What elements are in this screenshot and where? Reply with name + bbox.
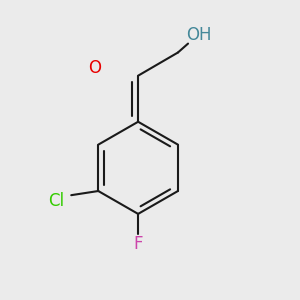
Text: F: F [134,235,143,253]
Text: OH: OH [186,26,212,44]
Text: O: O [88,59,101,77]
Text: Cl: Cl [48,191,64,209]
